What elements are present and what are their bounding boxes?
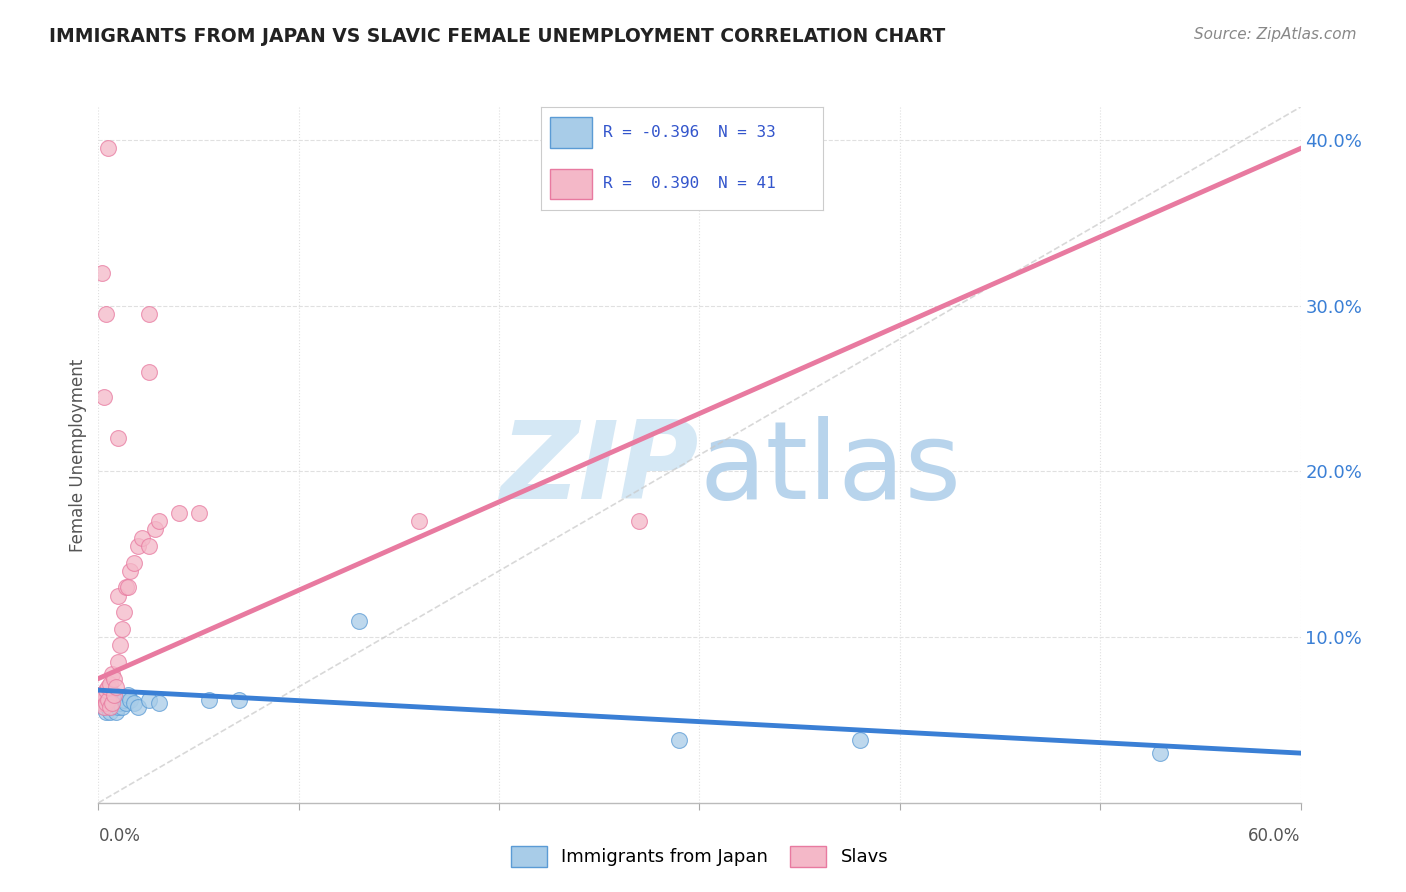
Point xyxy=(167,506,190,520)
Point xyxy=(97,693,120,707)
Point xyxy=(91,688,114,702)
Point xyxy=(138,307,160,321)
Point xyxy=(97,141,120,155)
Point xyxy=(97,697,120,711)
Bar xyxy=(550,118,592,148)
Point xyxy=(103,688,125,702)
Point xyxy=(110,697,132,711)
Point xyxy=(115,581,138,595)
Point xyxy=(96,705,118,719)
Point xyxy=(103,688,125,702)
Point xyxy=(115,697,138,711)
Point xyxy=(93,699,115,714)
Point xyxy=(96,691,118,706)
Point xyxy=(114,693,136,707)
Point xyxy=(117,581,139,595)
Point xyxy=(91,697,114,711)
Point xyxy=(143,523,166,537)
Point xyxy=(93,693,115,707)
Point xyxy=(105,705,128,719)
Legend: Immigrants from Japan, Slavs: Immigrants from Japan, Slavs xyxy=(503,838,896,874)
Point xyxy=(97,680,120,694)
Point xyxy=(124,697,146,711)
Text: R = -0.396: R = -0.396 xyxy=(603,125,699,140)
Point xyxy=(93,688,115,702)
Point xyxy=(120,693,142,707)
Point xyxy=(100,693,122,707)
Point xyxy=(103,697,125,711)
Point xyxy=(111,622,134,636)
Text: N = 33: N = 33 xyxy=(718,125,776,140)
Point xyxy=(101,699,124,714)
Point xyxy=(105,680,128,694)
Point xyxy=(105,693,128,707)
Point xyxy=(101,666,124,681)
Point xyxy=(89,688,111,702)
Point xyxy=(187,506,209,520)
Point xyxy=(103,672,125,686)
Point xyxy=(408,514,430,528)
Text: Source: ZipAtlas.com: Source: ZipAtlas.com xyxy=(1194,27,1357,42)
Point xyxy=(849,732,872,747)
Point xyxy=(148,514,170,528)
Point xyxy=(107,431,129,445)
Point xyxy=(138,365,160,379)
Point xyxy=(128,699,150,714)
Point xyxy=(107,697,129,711)
Text: N = 41: N = 41 xyxy=(718,177,776,192)
Point xyxy=(668,732,690,747)
Point xyxy=(628,514,651,528)
Text: 0.0%: 0.0% xyxy=(98,827,141,845)
Point xyxy=(347,614,370,628)
Point xyxy=(97,699,120,714)
Text: 60.0%: 60.0% xyxy=(1249,827,1301,845)
Point xyxy=(138,693,160,707)
Point xyxy=(96,697,118,711)
Point xyxy=(120,564,142,578)
Point xyxy=(91,697,114,711)
Text: atlas: atlas xyxy=(699,416,962,522)
Point xyxy=(107,699,129,714)
Point xyxy=(228,693,250,707)
Bar xyxy=(550,169,592,199)
Point xyxy=(148,697,170,711)
Point xyxy=(107,655,129,669)
Point xyxy=(197,693,219,707)
Point xyxy=(117,688,139,702)
Y-axis label: Female Unemployment: Female Unemployment xyxy=(69,359,87,551)
Point xyxy=(114,605,136,619)
Point xyxy=(89,688,111,702)
Point xyxy=(100,676,122,690)
Point xyxy=(93,390,115,404)
Text: ZIP: ZIP xyxy=(501,416,699,522)
Point xyxy=(110,639,132,653)
Point xyxy=(111,699,134,714)
Point xyxy=(96,683,118,698)
Point xyxy=(128,539,150,553)
Point xyxy=(1149,746,1171,760)
Point xyxy=(96,307,118,321)
Point xyxy=(101,697,124,711)
Point xyxy=(138,539,160,553)
Point xyxy=(131,531,153,545)
Point xyxy=(93,699,115,714)
Point xyxy=(124,556,146,570)
Text: IMMIGRANTS FROM JAPAN VS SLAVIC FEMALE UNEMPLOYMENT CORRELATION CHART: IMMIGRANTS FROM JAPAN VS SLAVIC FEMALE U… xyxy=(49,27,945,45)
Point xyxy=(100,705,122,719)
Point xyxy=(107,589,129,603)
Point xyxy=(91,266,114,280)
Point xyxy=(100,699,122,714)
Text: R =  0.390: R = 0.390 xyxy=(603,177,699,192)
